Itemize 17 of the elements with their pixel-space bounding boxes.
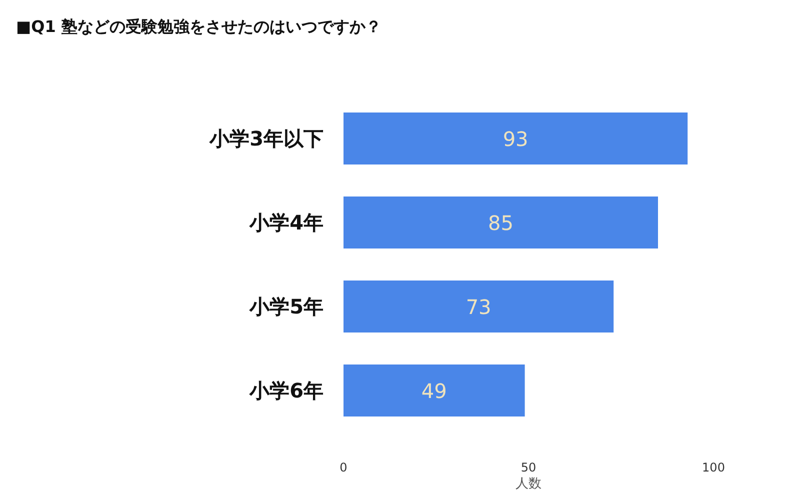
bar <box>344 196 658 249</box>
bar <box>344 364 525 417</box>
data-label: 49 <box>421 379 447 403</box>
y-tick-label: 小学6年 <box>248 378 324 402</box>
x-axis-title: 人数 <box>516 476 542 492</box>
bar <box>344 280 614 333</box>
x-tick-label: 50 <box>520 460 536 474</box>
y-tick-label: 小学3年以下 <box>208 126 324 150</box>
data-label: 93 <box>502 127 528 151</box>
data-label: 73 <box>466 295 492 319</box>
x-tick-label: 0 <box>340 460 348 474</box>
y-tick-label: 小学4年 <box>248 210 324 234</box>
x-tick-label: 100 <box>702 460 725 474</box>
y-tick-label: 小学5年 <box>248 294 324 318</box>
bar <box>344 112 688 165</box>
text: ■Q1 塾などの受験勉強をさせたのはいつですか？ <box>16 16 382 38</box>
data-label: 85 <box>488 211 514 235</box>
